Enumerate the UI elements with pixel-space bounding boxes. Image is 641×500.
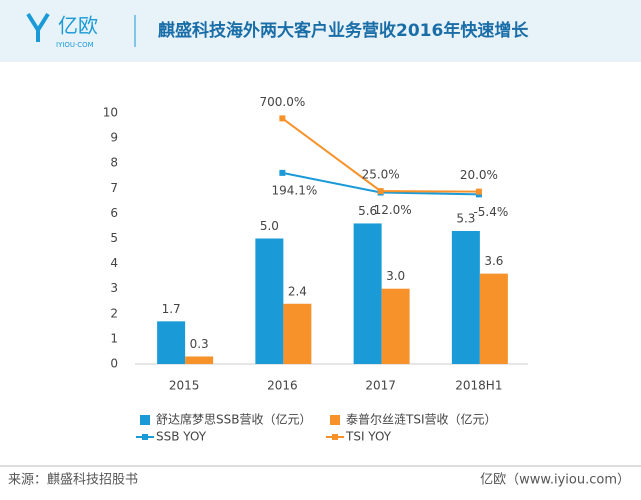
y-tick-label: 8	[110, 156, 118, 170]
line-label: -5.4%	[473, 205, 508, 219]
y-tick-label: 3	[110, 281, 118, 295]
y-tick-label: 6	[110, 206, 118, 220]
bar-label: 5.0	[260, 219, 279, 233]
line-marker	[279, 169, 286, 176]
bar-label: 5.3	[456, 211, 475, 225]
line-label: 25.0%	[362, 168, 400, 182]
line-label: 20.0%	[460, 168, 498, 182]
legend-label: 泰普尔丝涟TSI营收（亿元）	[346, 412, 497, 427]
line-label: 12.0%	[374, 203, 412, 217]
x-tick-label: 2018H1	[455, 379, 502, 393]
bar	[283, 303, 312, 364]
y-tick-label: 1	[110, 331, 118, 345]
line-marker	[279, 115, 286, 122]
bar-label: 3.6	[484, 254, 503, 268]
legend-swatch	[330, 415, 340, 425]
x-tick-label: 2016	[267, 379, 298, 393]
legend-swatch	[140, 415, 150, 425]
legend-swatch	[332, 434, 338, 440]
bar	[479, 273, 508, 364]
chart-title: 麒盛科技海外两大客户业务营收2016年快速增长	[158, 20, 529, 41]
y-tick-label: 2	[110, 306, 118, 320]
footer-source: 来源：麒盛科技招股书	[8, 472, 138, 488]
logo: 亿欧	[58, 14, 98, 38]
logo-mark	[26, 12, 50, 42]
bar-label: 5.6	[358, 204, 377, 218]
footer-brand: 亿欧（www.iyiou.com）	[480, 473, 630, 488]
legend-label: TSI YOY	[345, 430, 392, 444]
y-tick-label: 0	[110, 357, 118, 371]
legend-label: SSB YOY	[156, 430, 207, 444]
x-tick-label: 2015	[169, 379, 200, 393]
legend-swatch	[142, 434, 148, 440]
line-label: 700.0%	[259, 95, 305, 109]
bar	[185, 356, 214, 364]
line-label: 194.1%	[271, 183, 317, 197]
x-tick-label: 2017	[365, 379, 396, 393]
bar	[451, 230, 480, 364]
bar	[353, 223, 382, 364]
logo-sub: IYIOU·COM	[56, 41, 94, 49]
y-tick-label: 4	[110, 256, 118, 270]
bar-label: 2.4	[288, 284, 307, 298]
bar	[255, 238, 284, 364]
bar-label: 0.3	[190, 337, 209, 351]
line-marker	[475, 188, 482, 195]
bar	[157, 321, 186, 364]
bar-label: 1.7	[162, 302, 181, 316]
y-tick-label: 9	[110, 131, 118, 145]
bar-label: 3.0	[386, 269, 405, 283]
header-band	[0, 0, 641, 62]
bar	[381, 288, 410, 364]
line-marker	[377, 188, 384, 195]
y-tick-label: 10	[103, 106, 118, 120]
y-tick-label: 5	[110, 231, 118, 245]
y-tick-label: 7	[110, 181, 118, 195]
legend-label: 舒达席梦思SSB营收（亿元）	[156, 412, 311, 427]
